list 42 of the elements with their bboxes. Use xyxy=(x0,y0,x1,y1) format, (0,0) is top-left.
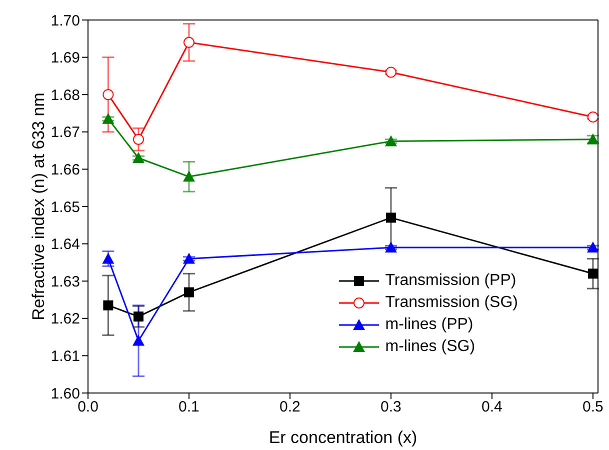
y-tick-label: 1.70 xyxy=(50,12,80,30)
point xyxy=(102,252,114,264)
point xyxy=(586,242,598,253)
y-tick-label: 1.61 xyxy=(50,348,80,366)
point xyxy=(132,134,144,145)
point xyxy=(385,66,396,78)
point xyxy=(183,36,194,48)
legend-label: m-lines (PP) xyxy=(385,315,474,335)
y-tick-label: 1.66 xyxy=(50,162,80,179)
y-axis-title: Refractive index (n) at 633 nm xyxy=(29,92,48,320)
point xyxy=(182,170,195,182)
y-tick-label: 1.60 xyxy=(50,385,80,402)
x-tick-label: 0.2 xyxy=(280,398,300,416)
point xyxy=(133,312,144,322)
point xyxy=(588,268,598,279)
y-tick-label: 1.69 xyxy=(50,50,80,67)
point xyxy=(184,287,194,298)
legend-label: Transmission (SG) xyxy=(385,293,518,313)
y-tick-label: 1.67 xyxy=(50,124,80,142)
x-axis-title: Er concentration (x) xyxy=(268,428,418,447)
point xyxy=(103,300,114,310)
point xyxy=(132,152,144,164)
x-tick-label: 0.1 xyxy=(178,398,200,416)
point xyxy=(182,252,195,264)
point xyxy=(102,112,114,124)
y-tick-label: 1.62 xyxy=(50,310,80,328)
y-tick-label: 1.68 xyxy=(50,86,80,104)
x-tick-label: 0.4 xyxy=(482,398,502,416)
x-tick-label: 0.5 xyxy=(582,398,604,416)
point xyxy=(384,135,397,146)
point xyxy=(384,242,397,253)
y-tick-label: 1.63 xyxy=(50,273,80,290)
y-tick-label: 1.64 xyxy=(50,236,80,254)
point xyxy=(132,334,144,346)
legend-label: Transmission (PP) xyxy=(385,271,516,291)
point xyxy=(386,212,396,223)
legend-label: m-lines (SG) xyxy=(385,337,476,357)
point xyxy=(102,89,114,100)
y-tick-label: 1.65 xyxy=(50,198,80,216)
x-tick-label: 0.3 xyxy=(380,398,402,416)
point xyxy=(587,111,598,122)
x-tick-label: 0.0 xyxy=(78,398,98,416)
